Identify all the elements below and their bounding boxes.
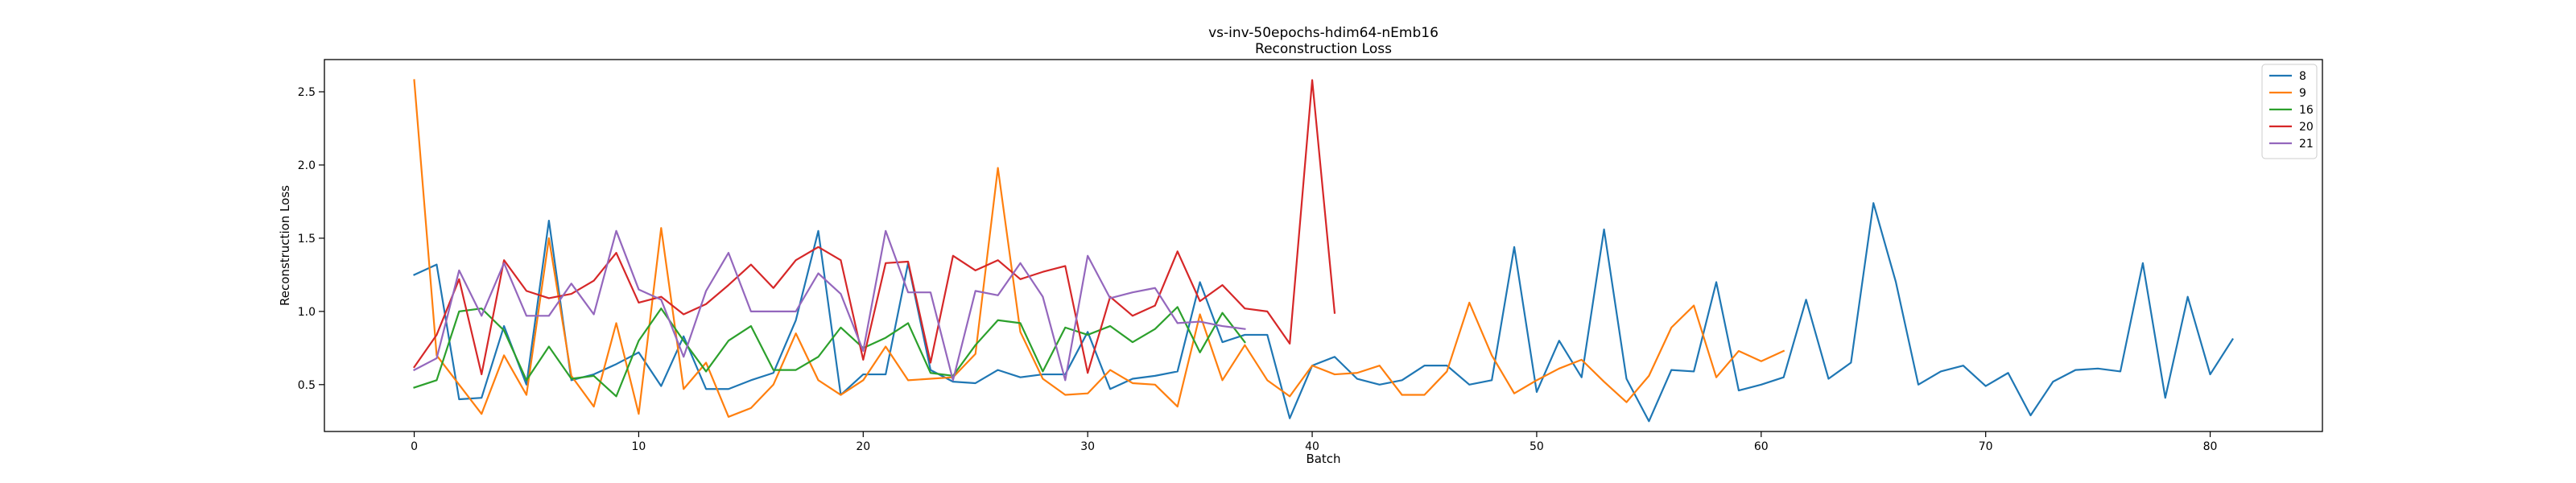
y-tick-label: 1.0 — [298, 306, 316, 319]
y-tick-label: 1.5 — [298, 233, 316, 246]
x-tick-label: 60 — [1754, 440, 1769, 453]
chart-title: vs-inv-50epochs-hdim64-nEmb16 — [1208, 25, 1439, 41]
x-axis-label: Batch — [1306, 452, 1340, 466]
plot-area — [413, 79, 2234, 423]
x-tick-label: 80 — [2203, 440, 2218, 453]
x-axis: 0 10 20 30 40 50 60 70 80 — [411, 431, 2217, 453]
x-tick-label: 0 — [411, 440, 418, 453]
x-tick-label: 40 — [1305, 440, 1319, 453]
legend-label-20: 20 — [2299, 121, 2314, 134]
series-line-20 — [413, 79, 1336, 376]
y-tick-label: 2.0 — [298, 159, 316, 172]
y-axis: 0.5 1.0 1.5 2.0 2.5 — [298, 86, 324, 392]
x-tick-label: 10 — [632, 440, 646, 453]
series-line-9 — [413, 79, 1785, 418]
series-line-16 — [413, 306, 1246, 398]
x-tick-label: 50 — [1530, 440, 1544, 453]
y-tick-label: 0.5 — [298, 379, 316, 392]
chart-subtitle: Reconstruction Loss — [1255, 41, 1392, 57]
x-tick-label: 30 — [1080, 440, 1095, 453]
legend: 8 9 16 20 21 — [2261, 64, 2318, 159]
y-axis-label: Reconstruction Loss — [278, 185, 292, 306]
legend-label-21: 21 — [2299, 138, 2314, 151]
series-line-21 — [413, 229, 1246, 382]
plot-frame — [324, 59, 2323, 432]
x-tick-label: 20 — [856, 440, 870, 453]
x-tick-label: 70 — [1979, 440, 1993, 453]
y-tick-label: 2.5 — [298, 86, 316, 99]
legend-label-16: 16 — [2299, 104, 2314, 117]
legend-box — [2261, 64, 2318, 159]
legend-label-8: 8 — [2299, 70, 2306, 83]
legend-label-9: 9 — [2299, 87, 2306, 100]
